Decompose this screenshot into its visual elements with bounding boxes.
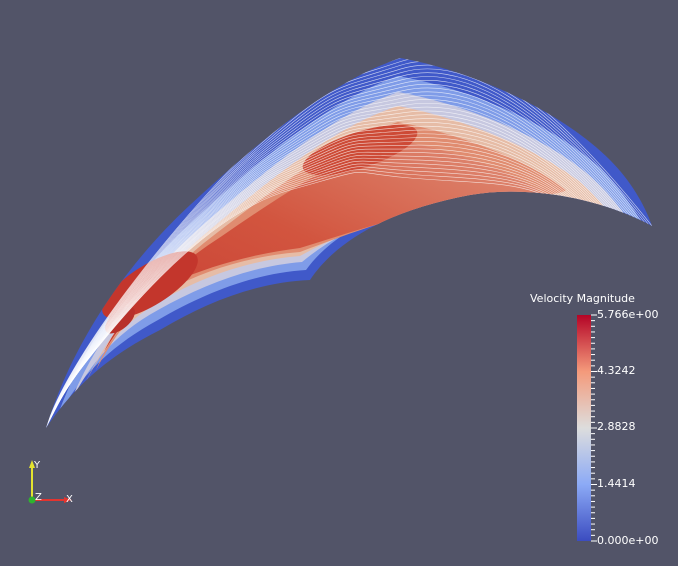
streamline [48,72,639,423]
legend-title: Velocity Magnitude [530,292,635,305]
legend-label-min: 0.000e+00 [597,534,658,547]
legend-label-3: 2.8828 [597,420,636,433]
streamline [56,118,606,408]
color-bar-ticks [591,314,597,542]
streamline [57,125,601,406]
orientation-axes: Y X Z [28,460,73,505]
streamline [52,95,623,415]
streamline [59,141,590,401]
streamline [56,122,604,407]
streamlines [46,58,652,428]
streamline [54,110,612,410]
streamline [60,144,587,400]
streamline [59,137,593,402]
blade-surface [46,58,652,428]
scalar-bar: Velocity Magnitude 5.766e+00 4.3242 2.88… [530,292,658,547]
z-axis-label: Z [35,492,42,503]
streamline [50,83,631,419]
streamline [60,148,585,398]
streamline [55,114,609,409]
y-axis-label: Y [33,460,41,471]
streamline [58,133,595,403]
streamline [51,87,628,418]
streamline [61,151,582,397]
streamline [52,99,620,414]
streamline [62,154,579,396]
streamline [65,172,563,389]
x-axis-arrow-icon [64,497,72,503]
streamline [63,163,571,392]
legend-label-4: 4.3242 [597,364,636,377]
x-axis-label: X [66,494,73,505]
y-axis-arrow-icon [29,460,35,468]
streamline [49,80,634,420]
legend-label-2: 1.4414 [597,477,636,490]
streamline [49,76,636,421]
streamline [62,157,576,395]
streamline [54,106,615,412]
streamline [63,160,574,394]
streamline [57,129,598,404]
streamline [48,68,642,424]
streamline [53,102,617,413]
streamline [65,169,565,390]
color-bar [577,315,591,541]
z-axis-marker-icon [28,496,36,504]
streamline [51,91,625,416]
streamline [64,166,568,391]
legend-label-max: 5.766e+00 [597,308,658,321]
